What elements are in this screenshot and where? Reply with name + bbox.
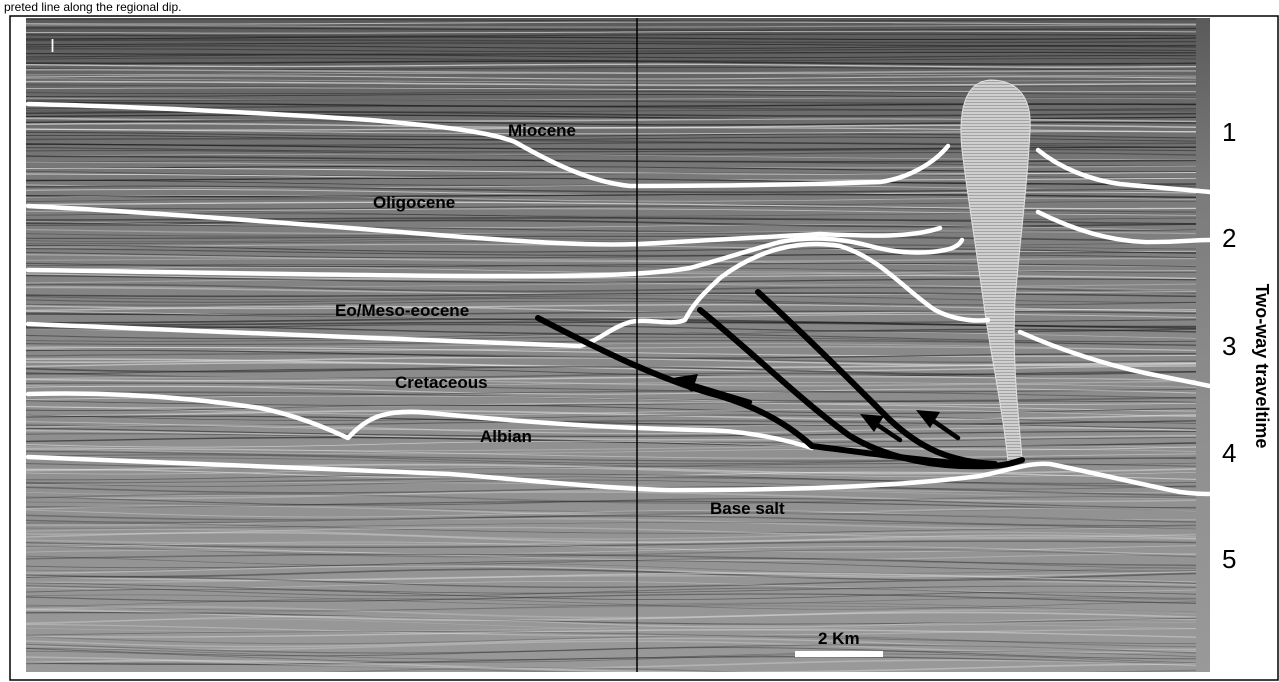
horizon-base-salt xyxy=(26,454,1210,497)
horizon-cretaceous-right xyxy=(1017,329,1210,389)
figure-frame xyxy=(9,15,1279,681)
horizon-oligocene xyxy=(26,203,943,247)
time-tick-3: 3 xyxy=(1222,331,1236,361)
time-tick-4: 4 xyxy=(1222,438,1236,468)
scale-bar-label: 2 Km xyxy=(818,629,860,648)
slip-arrow-middle xyxy=(860,414,903,443)
fault-middle xyxy=(697,307,993,470)
label-cretaceous: Cretaceous xyxy=(395,373,488,392)
scale-bar xyxy=(795,651,883,657)
label-miocene: Miocene xyxy=(508,121,576,140)
label-oligocene: Oligocene xyxy=(373,193,455,212)
label-base-salt: Base salt xyxy=(710,499,785,518)
label-albian: Albian xyxy=(480,427,532,446)
horizon-eocene-top xyxy=(26,236,965,279)
time-tick-5: 5 xyxy=(1222,544,1236,574)
horizon-cretaceous-top xyxy=(26,241,991,349)
horizon-miocene-right xyxy=(1035,147,1210,195)
panel-letter: I xyxy=(50,36,55,56)
horizon-miocene-top xyxy=(26,101,951,189)
slip-arrow-right xyxy=(916,410,961,441)
label-eo-meso-eocene: Eo/Meso-eocene xyxy=(335,301,469,320)
seismic-section: I Miocene Oligocene Eo/Meso-eocene Creta… xyxy=(26,18,1210,672)
slip-arrow-left xyxy=(672,374,753,405)
time-axis-title: Two-way traveltime xyxy=(1252,284,1272,449)
horizon-oligocene-right xyxy=(1035,209,1210,245)
figure-caption: preted line along the regional dip. xyxy=(4,0,181,14)
time-tick-2: 2 xyxy=(1222,223,1236,253)
time-tick-1: 1 xyxy=(1222,117,1236,147)
horizon-albian xyxy=(26,391,815,451)
fault-upper xyxy=(755,289,998,467)
